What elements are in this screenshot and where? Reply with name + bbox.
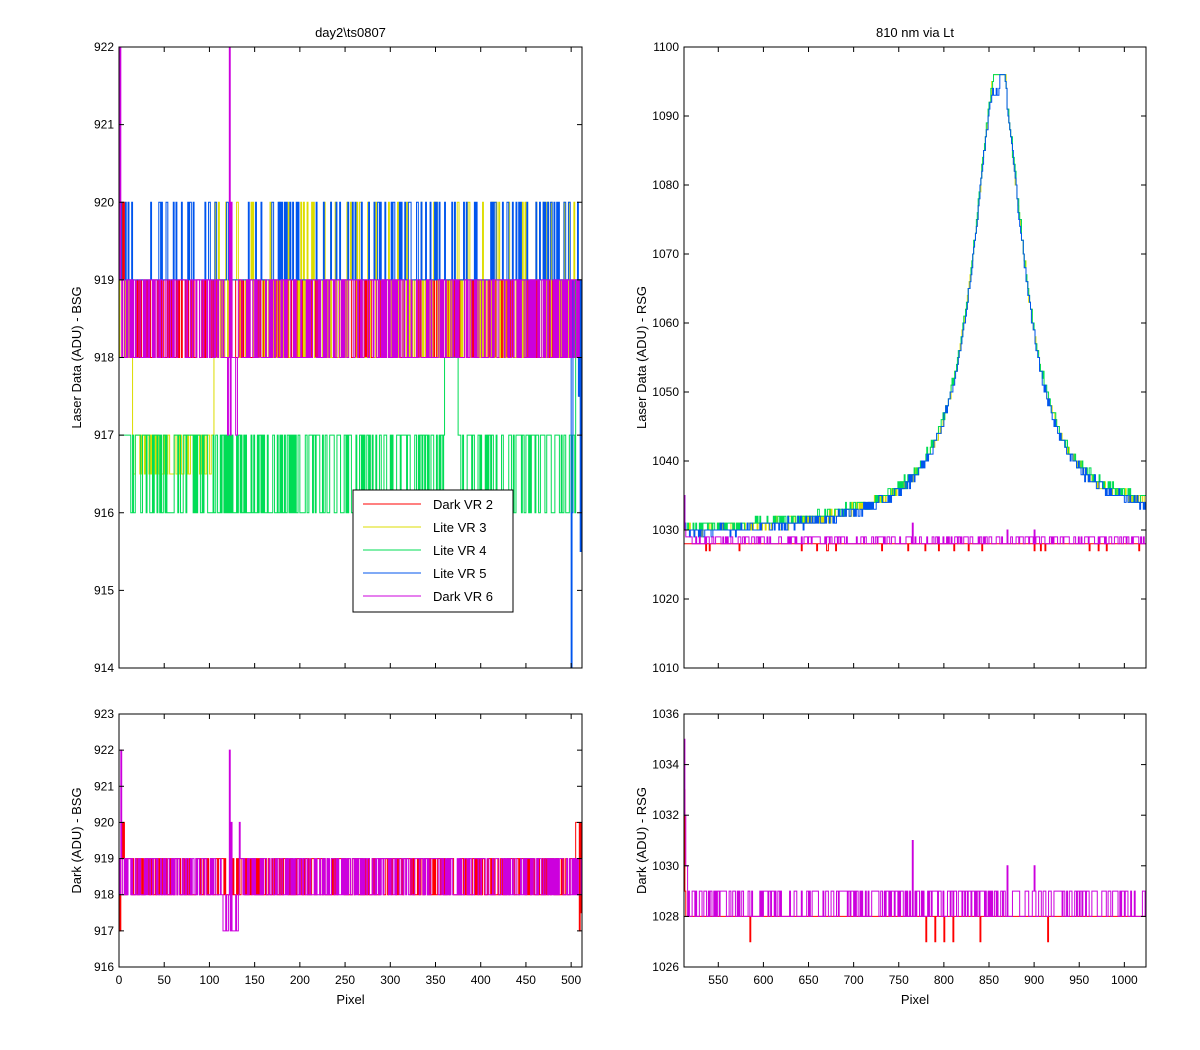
x-tick-label: 250 [335,973,355,987]
legend-label: Dark VR 6 [433,589,493,604]
legend-label: Lite VR 5 [433,566,486,581]
y-tick-label: 918 [94,351,114,365]
y-tick-label: 1034 [652,758,679,772]
y-tick-label: 923 [94,707,114,721]
y-tick-label: 922 [94,743,114,757]
x-tick-label: 300 [380,973,400,987]
legend-label: Lite VR 3 [433,520,486,535]
series-line-tr-dark-vr-6 [684,495,1146,545]
y-tick-label: 1080 [652,178,679,192]
legend: Dark VR 2 Lite VR 3 Lite VR 4 Lite VR 5 Dark… [352,489,514,613]
y-axis-label-bl: Dark (ADU) - BSG [69,787,84,893]
axes-frame-tr [683,46,1147,669]
y-tick-label: 1060 [652,316,679,330]
y-axis-label-br: Dark (ADU) - RSG [634,787,649,894]
axes-frame-bl [118,713,583,968]
series-line-tl-dark-vr-6 [119,47,582,436]
x-tick-label: 450 [516,973,536,987]
axes-layer: 914 915 916 917 918 919 920 921 922 day2\ts0807 La… [69,25,1147,1007]
chart-title-tr: 810 nm via Lt [876,25,954,40]
y-tick-label: 1026 [652,960,679,974]
y-tick-label: 1050 [652,385,679,399]
y-tick-label: 1010 [652,661,679,675]
x-tick-label: 150 [245,973,265,987]
y-tick-label: 922 [94,40,114,54]
chart-title-tl: day2\ts0807 [315,25,386,40]
y-tick-label: 916 [94,960,114,974]
x-tick-label: 850 [979,973,999,987]
x-tick-label: 750 [889,973,909,987]
series-line-bl-dark-vr-6 [119,749,582,932]
series-line-tr-dark-vr-2 [684,543,1146,552]
y-tick-label: 1028 [652,909,679,923]
x-tick-label: 900 [1024,973,1044,987]
y-tick-label: 1090 [652,109,679,123]
y-tick-label: 1070 [652,247,679,261]
y-tick-label: 920 [94,815,114,829]
axes-frame-br [683,713,1147,968]
x-tick-label: 800 [934,973,954,987]
y-tick-label: 917 [94,924,114,938]
series-line-br-dark-vr-2 [684,789,1146,943]
x-tick-label: 500 [561,973,581,987]
y-tick-label: 919 [94,273,114,287]
x-tick-label: 1000 [1111,973,1138,987]
x-tick-label: 600 [753,973,773,987]
x-tick-label: 950 [1069,973,1089,987]
y-tick-label: 914 [94,661,114,675]
legend-label: Lite VR 4 [433,543,486,558]
series-line-tr-lite-vr-5 [684,74,1146,538]
y-tick-label: 916 [94,506,114,520]
y-tick-label: 919 [94,852,114,866]
y-tick-label: 918 [94,888,114,902]
y-axis-label-tl: Laser Data (ADU) - BSG [69,286,84,428]
x-axis-label-br: Pixel [901,992,929,1007]
y-tick-label: 921 [94,779,114,793]
y-tick-label: 1040 [652,454,679,468]
x-tick-label: 700 [844,973,864,987]
data-layer [119,47,1146,943]
x-axis-label-bl: Pixel [336,992,364,1007]
x-tick-label: 350 [425,973,445,987]
x-tick-label: 0 [116,973,123,987]
y-tick-label: 1100 [653,40,679,54]
x-tick-label: 200 [290,973,310,987]
y-tick-label: 917 [94,428,114,442]
x-tick-label: 400 [471,973,491,987]
y-tick-label: 1032 [652,808,679,822]
legend-label: Dark VR 2 [433,497,493,512]
x-tick-label: 550 [708,973,728,987]
series-line-br-dark-vr-6 [684,738,1146,917]
y-tick-label: 1030 [652,523,679,537]
y-tick-label: 1036 [652,707,679,721]
legend-box [352,489,514,613]
y-tick-label: 920 [94,195,114,209]
y-tick-label: 1030 [652,859,679,873]
x-tick-label: 50 [158,973,172,987]
y-tick-label: 921 [94,118,114,132]
x-tick-label: 100 [199,973,219,987]
y-tick-label: 1020 [652,592,679,606]
y-tick-label: 915 [94,583,114,597]
y-axis-label-tr: Laser Data (ADU) - RSG [634,286,649,429]
x-tick-label: 650 [799,973,819,987]
